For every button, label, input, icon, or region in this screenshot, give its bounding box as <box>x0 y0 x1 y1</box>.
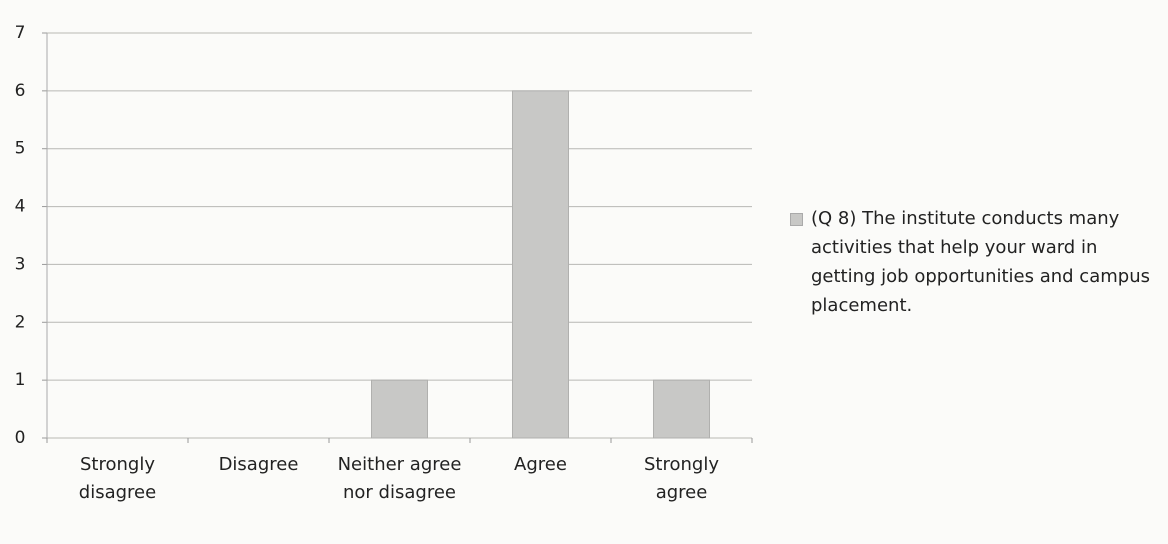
y-tick-label: 3 <box>15 254 26 274</box>
y-tick-label: 2 <box>15 312 26 332</box>
x-tick-label: Neither agree nor disagree <box>337 454 462 503</box>
y-tick-label: 6 <box>15 81 26 101</box>
bar <box>371 379 428 439</box>
bar <box>512 90 569 439</box>
x-tick-label: Agree <box>514 454 567 475</box>
legend-swatch <box>790 213 803 226</box>
y-tick-label: 1 <box>15 370 26 390</box>
y-tick-label: 5 <box>15 139 26 159</box>
y-tick-label: 4 <box>15 197 26 217</box>
legend-label: (Q 8) The institute conducts many activi… <box>811 208 1150 316</box>
x-tick-label: Disagree <box>218 454 299 475</box>
legend: (Q 8) The institute conducts many activi… <box>790 204 1165 320</box>
x-tick-label: Strongly agree <box>644 454 719 503</box>
x-tick-label: Strongly disagree <box>78 454 157 503</box>
y-tick-label: 0 <box>15 428 26 448</box>
bar <box>653 379 710 439</box>
y-tick-label: 7 <box>15 23 26 43</box>
